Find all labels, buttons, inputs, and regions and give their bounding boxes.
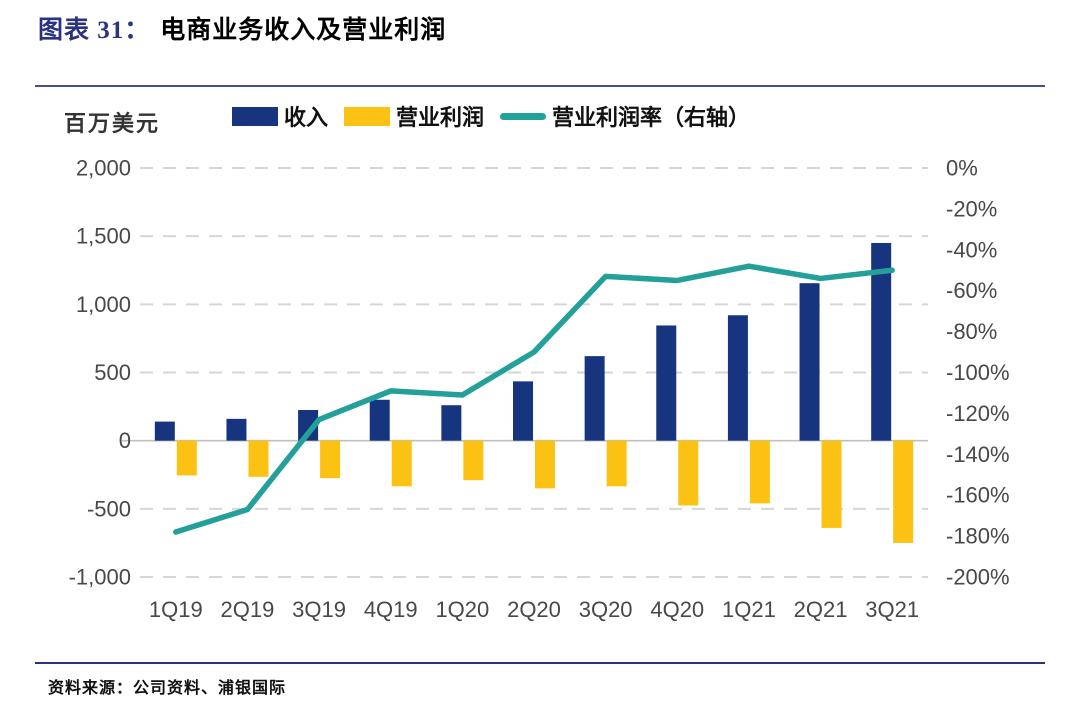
right-axis-tick: -40% <box>946 237 997 262</box>
legend-label-margin: 营业利润率（右轴） <box>552 105 751 130</box>
right-axis-tick: -160% <box>946 483 1010 508</box>
profit-bar <box>391 440 412 487</box>
x-axis-label: 4Q19 <box>364 597 418 622</box>
profit-bar <box>749 440 770 504</box>
profit-bar <box>463 440 484 481</box>
figure-title-text: 电商业务收入及营业利润 <box>160 17 447 44</box>
x-axis-label: 3Q20 <box>579 597 633 622</box>
right-axis-tick: 0% <box>946 156 978 181</box>
profit-bar <box>320 440 341 479</box>
figure-title: 图表 31： 电商业务收入及营业利润 <box>38 10 446 46</box>
right-axis-tick: -140% <box>946 442 1010 467</box>
x-axis-label: 3Q19 <box>292 597 346 622</box>
profit-bar <box>678 440 699 506</box>
revenue-bar <box>584 356 605 441</box>
left-axis-tick: -500 <box>87 496 131 521</box>
x-axis-label: 1Q21 <box>722 597 776 622</box>
left-axis-unit-label: 百万美元 <box>64 111 161 136</box>
legend-label-revenue: 收入 <box>284 105 329 130</box>
left-axis-tick: 2,000 <box>76 156 131 181</box>
revenue-bar <box>799 283 820 441</box>
legend-item-revenue: 收入 <box>232 100 328 132</box>
revenue-bar <box>369 399 390 441</box>
margin-line <box>173 263 895 535</box>
revenue-bar <box>441 405 462 441</box>
source-note: 资料来源：公司资料、浦银国际 <box>48 680 287 697</box>
profit-bar <box>535 440 555 489</box>
revenue-bar <box>727 315 748 441</box>
x-axis-label: 3Q21 <box>865 597 919 622</box>
bottom-divider <box>35 662 1045 664</box>
revenue-bar <box>656 325 677 441</box>
figure-number: 图表 31： <box>38 17 151 44</box>
x-axis-label: 2Q21 <box>794 597 848 622</box>
legend-label-profit: 营业利润 <box>396 105 485 130</box>
profit-swatch-icon <box>344 106 391 126</box>
legend-item-margin: 营业利润率（右轴） <box>500 100 750 132</box>
right-axis-tick: -180% <box>946 524 1010 549</box>
profit-bar <box>821 440 842 528</box>
legend-item-profit: 营业利润 <box>344 100 484 132</box>
profit-bar <box>248 440 269 477</box>
profit-bar <box>176 440 197 476</box>
margin-line-swatch-icon <box>500 112 547 120</box>
right-axis-tick: -20% <box>946 196 997 221</box>
right-axis-tick: -60% <box>946 278 997 303</box>
revenue-swatch-icon <box>232 106 278 126</box>
left-axis-tick: 0 <box>119 428 131 453</box>
x-axis-label: 4Q20 <box>650 597 704 622</box>
x-axis-label: 1Q20 <box>435 597 489 622</box>
right-axis-tick: -120% <box>946 401 1010 426</box>
top-divider <box>35 85 1045 87</box>
x-axis-label: 2Q20 <box>507 597 561 622</box>
revenue-bar <box>154 421 175 441</box>
profit-bar <box>606 440 627 487</box>
profit-bar <box>893 440 914 543</box>
revenue-bar <box>226 418 247 441</box>
right-axis-tick: -80% <box>946 319 997 344</box>
left-axis-tick: 1,000 <box>76 292 131 317</box>
revenue-bar <box>513 381 533 441</box>
right-axis-tick: -200% <box>946 565 1010 590</box>
left-axis-tick: 1,500 <box>76 224 131 249</box>
x-axis-label: 1Q19 <box>149 597 203 622</box>
revenue-bar <box>871 242 892 441</box>
x-axis-label: 2Q19 <box>221 597 275 622</box>
left-axis-tick: 500 <box>94 360 131 385</box>
chart-legend: 收入 营业利润 营业利润率（右轴） <box>232 100 750 132</box>
revenue-bar <box>298 409 319 441</box>
right-axis-tick: -100% <box>946 360 1010 385</box>
left-axis-tick: -1,000 <box>69 565 131 590</box>
